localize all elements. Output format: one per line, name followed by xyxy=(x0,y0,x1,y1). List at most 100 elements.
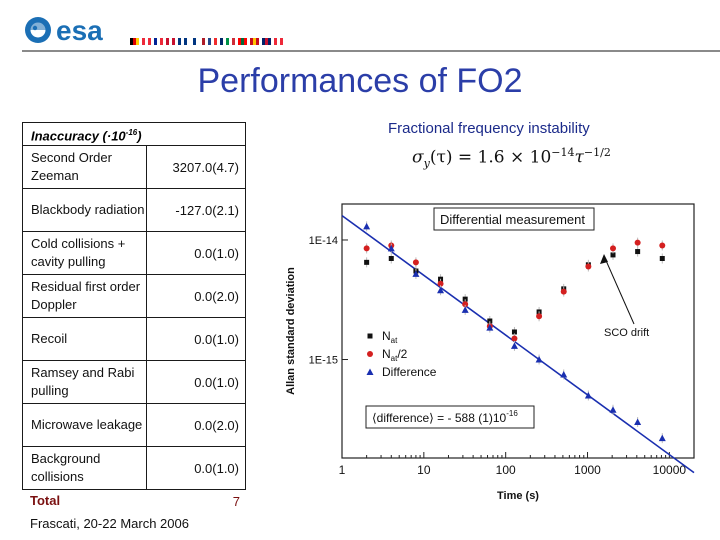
table-row: Second Order Zeeman 3207.0(4.7) xyxy=(22,146,246,189)
drift-arrow xyxy=(603,255,635,325)
table-header: Inaccuracy (·10-16) xyxy=(22,122,246,146)
data-point-triangle xyxy=(609,406,617,413)
table-row: Microwave leakage 0.0(2.0) xyxy=(22,404,246,447)
formula-exp2: −1/2 xyxy=(583,146,611,159)
table-row: Ramsey and Rabi pulling 0.0(1.0) xyxy=(22,361,246,404)
formula-exp1: −14 xyxy=(551,146,575,159)
flag-12 xyxy=(274,38,283,45)
data-point-circle xyxy=(412,259,419,266)
data-point-triangle xyxy=(658,434,666,442)
flag-9 xyxy=(238,38,247,45)
data-point-triangle xyxy=(486,324,494,331)
data-point-square xyxy=(610,252,616,258)
data-point-circle xyxy=(536,313,543,320)
row-label: Blackbody radiation xyxy=(23,189,147,231)
data-point-triangle xyxy=(634,418,642,426)
data-point-triangle xyxy=(584,391,592,399)
flag-5 xyxy=(190,38,199,45)
data-point-circle xyxy=(659,242,666,249)
allan-formula: σy(τ) = 1.6 × 10−14τ−1/2 xyxy=(412,146,611,170)
member-flags xyxy=(130,38,283,45)
inaccuracy-table: Inaccuracy (·10-16) Second Order Zeeman 3… xyxy=(22,122,246,512)
data-point-triangle xyxy=(412,270,420,277)
data-point-circle xyxy=(462,301,469,308)
legend-label: Difference xyxy=(382,365,437,379)
table-header-exponent: -16 xyxy=(125,128,138,137)
data-point-triangle xyxy=(363,222,371,230)
data-point-square xyxy=(511,329,517,335)
table-body: Second Order Zeeman 3207.0(4.7) Blackbody … xyxy=(22,146,246,490)
x-tick-label: 10000 xyxy=(653,463,687,477)
legend-marker-square xyxy=(367,333,373,339)
footer-text: Frascati, 20-22 March 2006 xyxy=(30,516,189,531)
logo-text: esa xyxy=(56,15,103,46)
x-tick-label: 1 xyxy=(339,463,346,477)
row-label: Microwave leakage xyxy=(23,404,147,446)
data-point-circle xyxy=(560,288,567,295)
row-value: 0.0(1.0) xyxy=(194,460,239,476)
data-point-triangle xyxy=(437,286,445,294)
data-point-square xyxy=(487,318,493,324)
flag-3 xyxy=(166,38,175,45)
data-point-square xyxy=(462,296,468,302)
row-value: 0.0(2.0) xyxy=(194,288,239,304)
row-value: 0.0(1.0) xyxy=(194,374,239,390)
row-value: -127.0(2.1) xyxy=(175,202,239,218)
data-point-triangle xyxy=(560,370,568,378)
row-value: 0.0(2.0) xyxy=(194,417,239,433)
legend-marker-circle xyxy=(367,351,373,357)
y-tick-label: 1E-15 xyxy=(309,355,338,367)
data-point-triangle xyxy=(510,342,518,349)
data-point-square xyxy=(659,255,665,261)
flag-7 xyxy=(214,38,223,45)
drift-label: SCO drift xyxy=(604,327,649,339)
data-point-triangle xyxy=(387,244,395,252)
data-point-circle xyxy=(511,335,518,342)
row-label: Ramsey and Rabi pulling xyxy=(23,361,147,403)
x-tick-label: 1000 xyxy=(574,463,601,477)
data-point-square xyxy=(635,249,641,255)
flag-2 xyxy=(154,38,163,45)
data-point-circle xyxy=(363,245,370,252)
annotation-box xyxy=(433,207,595,231)
x-tick-label: 10 xyxy=(417,463,431,477)
flag-1 xyxy=(142,38,151,45)
flag-0 xyxy=(130,38,139,45)
flag-4 xyxy=(178,38,187,45)
row-label: Second Order Zeeman xyxy=(23,146,147,188)
table-row: Recoil 0.0(1.0) xyxy=(22,318,246,361)
data-point-triangle xyxy=(461,306,469,313)
data-point-triangle xyxy=(535,356,543,363)
flag-8 xyxy=(226,38,235,45)
formula-mid: (τ) = 1.6 × 10 xyxy=(429,147,552,168)
chart-title: Fractional frequency instability xyxy=(388,120,590,137)
total-row: Total 7 xyxy=(22,490,246,512)
table-row: Background collisions 0.0(1.0) xyxy=(22,447,246,490)
row-value: 3207.0(4.7) xyxy=(172,159,240,175)
esa-logo: esa xyxy=(25,15,103,46)
formula-sigma: σ xyxy=(412,147,424,168)
row-value: 0.0(1.0) xyxy=(194,245,239,261)
header-divider xyxy=(22,50,720,52)
fit-line xyxy=(341,214,695,474)
legend-marker-triangle xyxy=(366,368,374,375)
y-axis-label: Allan standard deviation xyxy=(285,267,297,395)
formula-sub: y xyxy=(423,157,430,171)
y-tick-label: 1E-14 xyxy=(309,235,338,247)
table-row: Cold collisions + cavity pulling 0.0(1.0) xyxy=(22,232,246,275)
drift-arrowhead xyxy=(600,254,608,264)
page-title: Performances of FO2 xyxy=(197,62,523,100)
row-value: 0.0(1.0) xyxy=(194,331,239,347)
row-label: Recoil xyxy=(23,318,147,360)
table-header-text: Inaccuracy (·10 xyxy=(31,128,126,144)
total-value: 7 xyxy=(232,493,240,509)
legend-label: Nat/2 xyxy=(382,347,408,363)
data-point-square xyxy=(388,255,394,261)
total-label: Total xyxy=(30,493,61,508)
table-header-close: ) xyxy=(137,128,142,144)
annotation-box-label: Differential measurement xyxy=(440,212,585,227)
row-label: Cold collisions + cavity pulling xyxy=(23,232,147,274)
flag-11 xyxy=(262,38,271,45)
x-tick-label: 100 xyxy=(496,463,516,477)
flag-6 xyxy=(202,38,211,45)
